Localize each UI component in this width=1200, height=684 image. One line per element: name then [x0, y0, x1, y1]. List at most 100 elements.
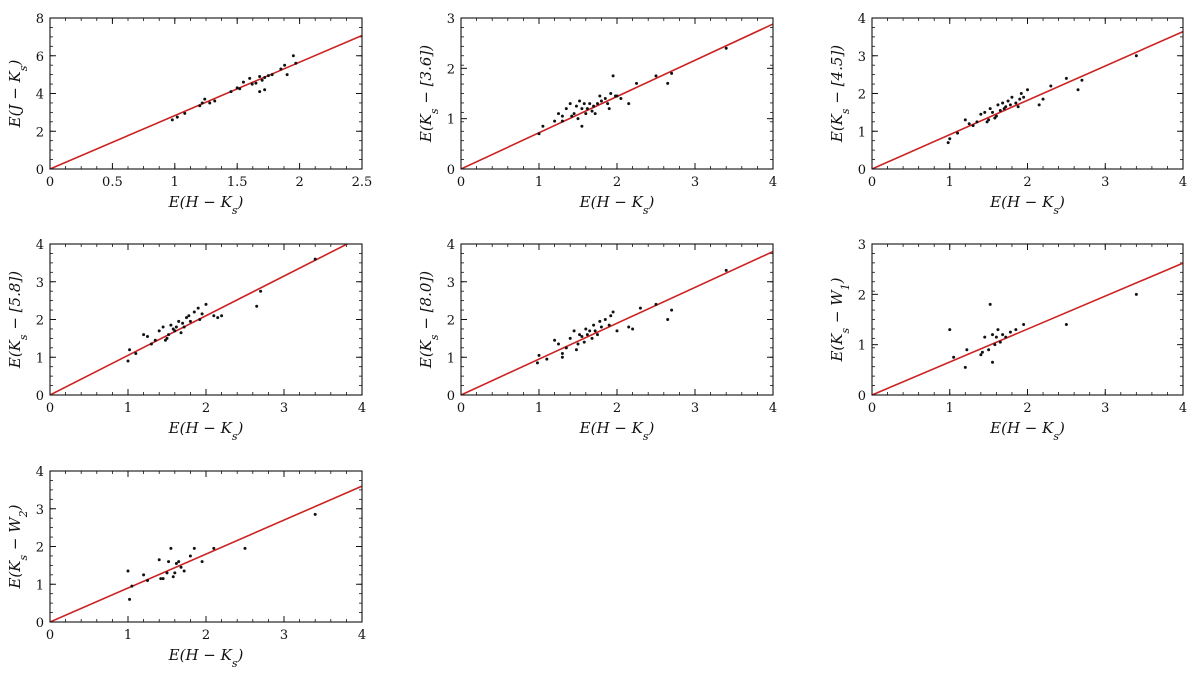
data-point — [196, 306, 200, 310]
y-tick-label: 1 — [36, 351, 44, 366]
x-tick-label: 0.5 — [102, 175, 123, 190]
data-point — [1010, 95, 1014, 99]
y-tick-label: 1 — [858, 339, 866, 354]
data-point — [177, 560, 181, 564]
data-point — [598, 94, 602, 98]
y-tick-label: 0 — [447, 163, 455, 178]
y-tick-label: 2 — [858, 288, 866, 303]
data-point — [592, 104, 596, 108]
data-point — [553, 338, 557, 342]
x-axis-label: E(H − Ks) — [579, 193, 655, 217]
y-tick-label: 3 — [36, 276, 44, 291]
data-point — [174, 561, 178, 565]
data-point — [157, 558, 161, 562]
data-point — [963, 365, 967, 369]
data-point — [627, 325, 631, 329]
data-point — [985, 120, 989, 124]
data-point — [568, 336, 572, 340]
fit-line — [872, 262, 1183, 395]
data-point — [1014, 328, 1018, 332]
plot-frame — [460, 243, 774, 396]
data-point — [585, 333, 589, 337]
x-axis-label: E(H − Ks) — [989, 419, 1065, 443]
data-point — [258, 90, 262, 94]
data-point — [545, 357, 549, 361]
data-point — [146, 334, 149, 338]
data-point — [171, 575, 175, 579]
data-point — [596, 102, 599, 106]
data-point — [615, 329, 619, 333]
data-point — [568, 102, 572, 106]
data-point — [574, 348, 578, 352]
data-point — [599, 99, 603, 103]
data-point — [582, 340, 586, 344]
x-tick-label: 3 — [1101, 401, 1109, 416]
data-point — [203, 97, 207, 101]
data-point — [1064, 76, 1068, 80]
data-point — [606, 102, 610, 106]
data-point — [988, 107, 992, 111]
data-point — [560, 119, 564, 123]
data-point — [285, 73, 289, 77]
data-point — [170, 118, 174, 122]
data-point — [1004, 335, 1008, 339]
x-tick-label: 1 — [171, 175, 179, 190]
data-point — [294, 61, 298, 65]
data-point — [161, 325, 165, 329]
x-tick-label: 1 — [535, 401, 543, 416]
data-point — [126, 569, 130, 573]
data-point — [560, 351, 564, 355]
data-point — [200, 101, 204, 105]
data-point — [592, 323, 596, 327]
x-tick-label: 1 — [535, 175, 543, 190]
x-tick-label: 4 — [358, 628, 366, 643]
panel-1: 0 0.5 1 1.5 2 2.5 0 2 4 6 8 E(H − Ks) E(J − Ks) — [6, 12, 372, 217]
y-tick-label: 1 — [447, 113, 455, 128]
data-point — [259, 289, 263, 293]
y-tick-label: 3 — [36, 503, 44, 518]
data-point — [560, 114, 564, 118]
data-point — [580, 334, 584, 338]
data-point — [283, 63, 287, 67]
y-tick-label: 1 — [36, 578, 44, 593]
data-point — [1006, 99, 1010, 103]
data-point — [578, 99, 582, 103]
panel-7: 0 1 2 3 4 0 1 2 3 4 E(H − Ks) E(Ks − W2) — [6, 465, 366, 670]
data-point — [128, 348, 132, 352]
data-point — [564, 107, 568, 111]
data-point — [998, 340, 1002, 344]
fit-line — [872, 30, 1183, 169]
data-point — [635, 81, 638, 85]
data-point — [255, 304, 259, 308]
data-point — [1001, 333, 1005, 337]
data-point — [1022, 95, 1026, 99]
data-point — [279, 67, 283, 71]
data-point — [1014, 101, 1018, 105]
x-tick-label: 4 — [1179, 401, 1187, 416]
data-point — [998, 108, 1002, 112]
data-point — [596, 333, 599, 337]
data-point — [670, 308, 674, 312]
x-axis-label: E(H − Ks) — [168, 193, 244, 217]
fit-line — [50, 244, 349, 395]
data-point — [1037, 103, 1041, 107]
data-point — [1004, 105, 1008, 109]
y-tick-label: 2 — [36, 541, 44, 556]
data-point — [1026, 88, 1029, 92]
data-point — [179, 331, 183, 335]
data-point — [212, 314, 216, 318]
data-point — [952, 355, 956, 359]
data-point — [991, 360, 995, 364]
data-point — [238, 87, 242, 91]
x-tick-label: 0 — [457, 401, 465, 416]
data-point — [574, 104, 578, 108]
data-point — [169, 323, 173, 327]
x-tick-label: 4 — [1179, 175, 1187, 190]
data-point — [229, 90, 233, 94]
x-axis-label: E(H − Ks) — [168, 419, 244, 443]
data-point — [200, 560, 204, 564]
y-tick-label: 4 — [36, 238, 44, 253]
data-point — [987, 348, 991, 352]
data-point — [613, 94, 617, 98]
